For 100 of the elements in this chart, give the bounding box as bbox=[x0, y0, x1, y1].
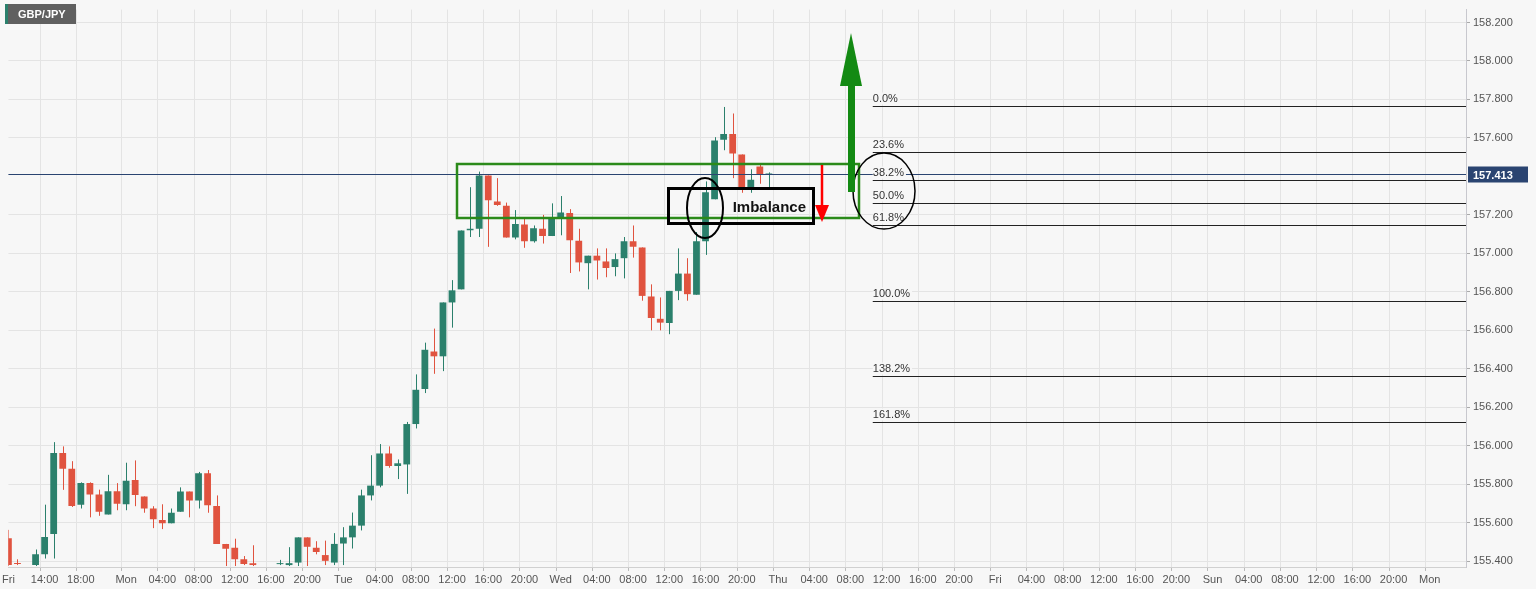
candlestick bbox=[231, 538, 239, 567]
x-tick-label: 16:00 bbox=[257, 572, 285, 585]
candlestick bbox=[95, 489, 103, 517]
candlestick bbox=[512, 209, 519, 240]
candlestick bbox=[177, 486, 184, 513]
x-tick-label: Tue bbox=[334, 572, 353, 585]
x-tick-label: 20:00 bbox=[1379, 572, 1408, 585]
x-tick-label: Mon bbox=[115, 572, 137, 585]
candlestick bbox=[158, 503, 166, 530]
candlestick bbox=[602, 247, 610, 278]
y-tick-label: 155.800 bbox=[1473, 477, 1513, 490]
annotation: Imbalance bbox=[667, 187, 815, 225]
x-tick-label: 12:00 bbox=[872, 572, 901, 585]
y-tick-label: 158.200 bbox=[1473, 15, 1513, 28]
candlestick bbox=[729, 113, 737, 179]
candlestick bbox=[249, 544, 257, 567]
x-tick-label: 08:00 bbox=[836, 572, 865, 585]
y-tick-label: 155.600 bbox=[1473, 515, 1513, 528]
x-tick-label: 12:00 bbox=[1090, 572, 1118, 585]
x-tick-label: 14:00 bbox=[30, 572, 59, 585]
candlestick bbox=[330, 532, 338, 566]
x-tick-label: 12:00 bbox=[220, 572, 249, 585]
annotation: 138.2% bbox=[872, 362, 911, 375]
x-tick-label: 08:00 bbox=[1271, 572, 1299, 585]
x-tick-label: 08:00 bbox=[1053, 572, 1082, 585]
y-tick-label: 157.600 bbox=[1473, 130, 1513, 143]
annotation: 38.2% bbox=[872, 166, 905, 179]
candlestick bbox=[674, 247, 682, 301]
candlestick bbox=[548, 202, 556, 237]
x-tick-label: 08:00 bbox=[184, 572, 213, 585]
x-tick-label: 20:00 bbox=[293, 572, 321, 585]
candlestick bbox=[41, 504, 49, 560]
candlestick bbox=[575, 228, 583, 272]
x-tick-label: 04:00 bbox=[1234, 572, 1263, 585]
annotation: 61.8% bbox=[872, 211, 905, 224]
candlestick bbox=[113, 482, 121, 511]
candlestick bbox=[77, 481, 85, 510]
candlestick bbox=[756, 162, 764, 185]
candlestick bbox=[321, 540, 329, 566]
x-tick-label: 08:00 bbox=[402, 572, 430, 585]
y-tick-label: 156.800 bbox=[1473, 284, 1513, 297]
x-tick-label: 04:00 bbox=[365, 572, 394, 585]
x-tick-label: 12:00 bbox=[655, 572, 684, 585]
x-tick-label: 04:00 bbox=[148, 572, 177, 585]
x-tick-label: Fri bbox=[988, 572, 1002, 585]
candlestick bbox=[186, 491, 193, 518]
x-tick-label: 16:00 bbox=[1343, 572, 1372, 585]
candlestick bbox=[385, 445, 393, 469]
y-tick-label: 156.200 bbox=[1473, 400, 1513, 413]
x-tick-label: 04:00 bbox=[800, 572, 828, 585]
candlestick bbox=[521, 216, 528, 249]
candlestick bbox=[367, 454, 374, 501]
candlestick bbox=[656, 296, 664, 331]
x-tick-label: 20:00 bbox=[945, 572, 973, 585]
x-tick-label: 16:00 bbox=[1126, 572, 1154, 585]
candlestick bbox=[303, 536, 311, 567]
candlestick bbox=[285, 546, 293, 567]
x-tick-label: Wed bbox=[549, 572, 572, 585]
x-tick-label: 20:00 bbox=[1162, 572, 1191, 585]
x-tick-label: 16:00 bbox=[909, 572, 937, 585]
candlestick bbox=[629, 224, 637, 259]
y-tick-label: 157.000 bbox=[1473, 246, 1513, 259]
y-tick-label: 156.000 bbox=[1473, 438, 1513, 451]
y-tick-label: 156.400 bbox=[1473, 361, 1513, 374]
candlestick bbox=[349, 512, 356, 550]
annotation: 50.0% bbox=[872, 189, 905, 202]
x-tick-label: Mon bbox=[1419, 572, 1441, 585]
y-tick-label: 157.800 bbox=[1473, 92, 1513, 105]
candlestick bbox=[59, 445, 67, 491]
x-tick-label: 12:00 bbox=[438, 572, 466, 585]
candlestick bbox=[339, 526, 347, 566]
x-tick-label: 18:00 bbox=[67, 572, 95, 585]
candlestick bbox=[584, 255, 592, 290]
candlestick bbox=[539, 214, 546, 245]
x-tick-label: 12:00 bbox=[1307, 572, 1335, 585]
x-tick-label: 04:00 bbox=[583, 572, 611, 585]
candlestick bbox=[557, 195, 565, 236]
x-tick-label: 16:00 bbox=[691, 572, 720, 585]
chart-title: GBP/JPY bbox=[5, 4, 76, 24]
candlestick bbox=[122, 462, 130, 511]
x-tick-label: 08:00 bbox=[619, 572, 647, 585]
x-tick-label: Fri bbox=[2, 572, 15, 585]
x-tick-label: Sun bbox=[1202, 572, 1223, 585]
ref-line-label: 157.413 bbox=[1473, 168, 1513, 181]
x-tick-label: 16:00 bbox=[474, 572, 503, 585]
candlestick bbox=[149, 505, 157, 529]
y-tick-label: 157.200 bbox=[1473, 207, 1513, 220]
annotation: 23.6% bbox=[872, 138, 905, 151]
candlestick bbox=[131, 459, 139, 507]
x-tick-label: 20:00 bbox=[510, 572, 539, 585]
annotation: 161.8% bbox=[872, 408, 911, 421]
x-tick-label: 20:00 bbox=[727, 572, 756, 585]
annotation: 0.0% bbox=[872, 92, 899, 105]
candlestick bbox=[720, 106, 728, 151]
candlestick bbox=[394, 458, 402, 480]
candlestick bbox=[86, 481, 94, 518]
candlestick bbox=[493, 177, 501, 207]
y-tick-label: 158.000 bbox=[1473, 54, 1513, 66]
y-tick-label: 155.400 bbox=[1473, 554, 1513, 567]
candlestick bbox=[647, 283, 655, 331]
